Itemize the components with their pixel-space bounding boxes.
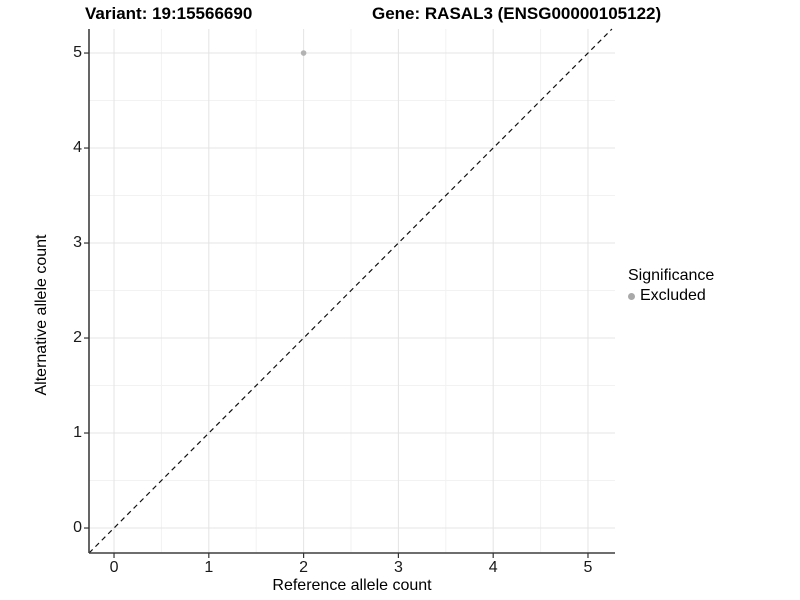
- identity-dashed-line: [88, 28, 613, 554]
- plot-title-variant: Variant: 19:15566690: [85, 4, 253, 23]
- y-tick-label: 4: [73, 139, 82, 157]
- x-tick-label: 1: [204, 559, 214, 576]
- x-tick-label: 5: [583, 559, 593, 576]
- y-tick-label: 5: [73, 44, 82, 62]
- legend-entry-label: Excluded: [640, 287, 706, 304]
- legend: Significance Excluded: [628, 267, 714, 305]
- y-tick-label: 2: [73, 329, 82, 347]
- legend-entries: Excluded: [628, 287, 714, 305]
- x-tick-label: 4: [488, 559, 498, 576]
- y-tick-label: 0: [73, 519, 82, 537]
- legend-point-icon: [628, 292, 635, 300]
- plot-title-gene: Gene: RASAL3 (ENSG00000105122): [372, 4, 662, 23]
- y-tick-label: 3: [73, 234, 82, 252]
- x-axis-title: Reference allele count: [272, 577, 432, 594]
- x-tick-label: 0: [109, 559, 119, 576]
- x-tick-label: 3: [393, 559, 403, 576]
- y-tick-label: 1: [73, 424, 82, 442]
- legend-title: Significance: [628, 267, 715, 284]
- x-tick-label: 2: [299, 559, 309, 576]
- data-point: [300, 50, 307, 56]
- y-axis-title: Alternative allele count: [33, 234, 50, 396]
- legend-entry: Excluded: [628, 287, 714, 305]
